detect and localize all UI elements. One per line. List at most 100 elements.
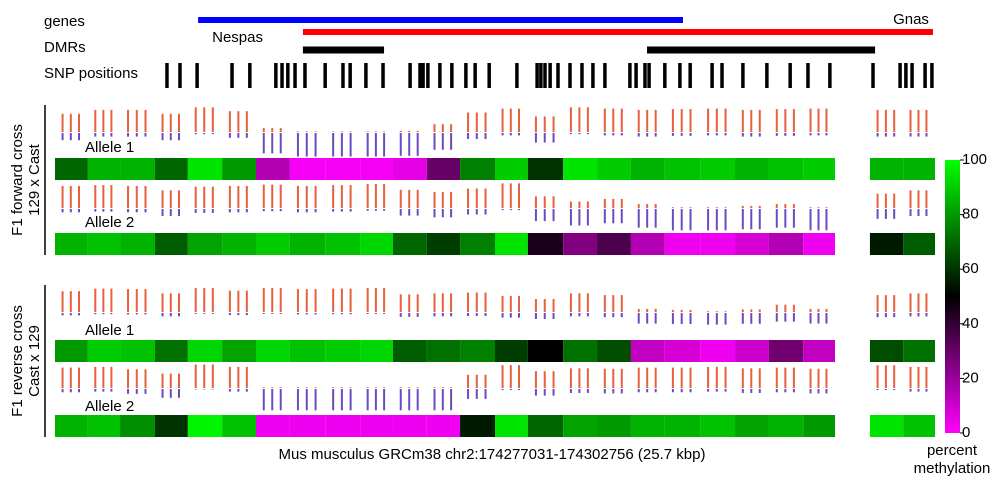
unmethylated-bar bbox=[917, 389, 920, 392]
methylated-bar bbox=[450, 124, 453, 132]
unmethylated-bar bbox=[262, 389, 265, 411]
unmethylated-bar bbox=[917, 133, 920, 137]
methylated-bar bbox=[646, 109, 649, 132]
heatmap-cell bbox=[495, 158, 528, 180]
methylated-bar bbox=[534, 196, 537, 208]
heatmap-cell bbox=[55, 340, 88, 362]
methylated-bar bbox=[211, 288, 214, 312]
unmethylated-bar bbox=[637, 389, 640, 393]
methylated-bar bbox=[925, 366, 928, 388]
methylated-bar bbox=[416, 294, 419, 312]
heatmap-cell bbox=[664, 158, 701, 180]
unmethylated-bar bbox=[603, 133, 606, 136]
unmethylated-bar bbox=[671, 389, 674, 393]
methylated-bar bbox=[893, 109, 896, 132]
unmethylated-bar bbox=[893, 389, 896, 391]
methylated-bar bbox=[484, 374, 487, 388]
heatmap-cell bbox=[392, 415, 427, 437]
heatmap-cell bbox=[360, 158, 393, 180]
heatmap-cell bbox=[803, 233, 836, 255]
methylated-bar bbox=[586, 107, 589, 132]
unmethylated-bar bbox=[654, 389, 657, 393]
methylated-bar bbox=[750, 205, 753, 208]
methylated-bar bbox=[127, 369, 130, 388]
heatmap-cell bbox=[460, 415, 495, 437]
unmethylated-bar bbox=[876, 389, 879, 391]
unmethylated-bar bbox=[61, 133, 64, 141]
unmethylated-bar bbox=[279, 313, 282, 314]
unmethylated-bar bbox=[825, 313, 828, 324]
methylated-bar bbox=[374, 131, 377, 132]
methylated-bar bbox=[383, 131, 386, 132]
heatmap-cell bbox=[120, 415, 155, 437]
unmethylated-bar bbox=[569, 133, 572, 135]
unmethylated-bar bbox=[741, 133, 744, 137]
methylated-bar bbox=[102, 109, 105, 132]
methylated-bar bbox=[332, 387, 335, 388]
unmethylated-bar bbox=[689, 133, 692, 136]
unmethylated-bar bbox=[707, 389, 710, 392]
unmethylated-bar bbox=[245, 209, 248, 213]
unmethylated-bar bbox=[758, 133, 761, 137]
unmethylated-bar bbox=[586, 313, 589, 317]
methylated-bar bbox=[296, 289, 299, 312]
heatmap-cell bbox=[87, 158, 121, 180]
unmethylated-bar bbox=[893, 133, 896, 137]
unmethylated-bar bbox=[484, 313, 487, 316]
unmethylated-bar bbox=[578, 133, 581, 135]
unmethylated-bar bbox=[680, 209, 683, 231]
unmethylated-bar bbox=[543, 313, 546, 319]
unmethylated-bar bbox=[534, 313, 537, 319]
methylated-bar bbox=[758, 109, 761, 132]
heatmap-cell bbox=[325, 158, 361, 180]
methylated-bar bbox=[102, 288, 105, 312]
methylated-bar bbox=[194, 186, 197, 208]
methylated-bar bbox=[94, 185, 97, 208]
methylated-bar bbox=[211, 364, 214, 388]
unmethylated-bar bbox=[110, 209, 113, 212]
heatmap-cell bbox=[460, 233, 495, 255]
unmethylated-bar bbox=[612, 389, 615, 394]
unmethylated-bar bbox=[750, 389, 753, 393]
unmethylated-bar bbox=[305, 133, 308, 157]
methylated-bar bbox=[620, 198, 623, 208]
methylated-bar bbox=[203, 107, 206, 132]
methylated-bar bbox=[724, 108, 727, 132]
unmethylated-bar bbox=[680, 389, 683, 393]
unmethylated-bar bbox=[228, 389, 231, 392]
unmethylated-bar bbox=[383, 133, 386, 157]
unmethylated-bar bbox=[620, 313, 623, 318]
methylated-bar bbox=[271, 184, 274, 208]
methylated-bar bbox=[612, 368, 615, 388]
heatmap-cell bbox=[222, 340, 256, 362]
unmethylated-bar bbox=[332, 313, 335, 315]
methylated-bar bbox=[340, 185, 343, 208]
unmethylated-bar bbox=[484, 389, 487, 399]
unmethylated-bar bbox=[792, 389, 795, 393]
methylated-bar bbox=[637, 308, 640, 312]
unmethylated-bar bbox=[135, 389, 138, 394]
unmethylated-bar bbox=[680, 313, 683, 325]
methylated-bar bbox=[102, 366, 105, 388]
heatmap-cell bbox=[120, 233, 155, 255]
colorbar-label: methylation bbox=[914, 460, 991, 477]
methylated-bar bbox=[792, 367, 795, 388]
methylated-bar bbox=[775, 367, 778, 388]
methylated-bar bbox=[69, 113, 72, 132]
methylated-bar bbox=[110, 366, 113, 388]
unmethylated-bar bbox=[646, 389, 649, 393]
track-label: SNP positions bbox=[44, 65, 138, 82]
unmethylated-bar bbox=[586, 209, 589, 226]
heatmap-cell bbox=[869, 158, 904, 180]
methylated-bar bbox=[509, 108, 512, 132]
unmethylated-bar bbox=[314, 389, 317, 411]
methylated-bar bbox=[817, 108, 820, 132]
unmethylated-bar bbox=[161, 389, 164, 398]
methylated-bar bbox=[211, 107, 214, 132]
heatmap-cell bbox=[563, 340, 598, 362]
methylated-bar bbox=[279, 387, 282, 388]
unmethylated-bar bbox=[825, 389, 828, 394]
unmethylated-bar bbox=[654, 313, 657, 324]
heatmap-cell bbox=[735, 340, 769, 362]
unmethylated-bar bbox=[792, 133, 795, 136]
